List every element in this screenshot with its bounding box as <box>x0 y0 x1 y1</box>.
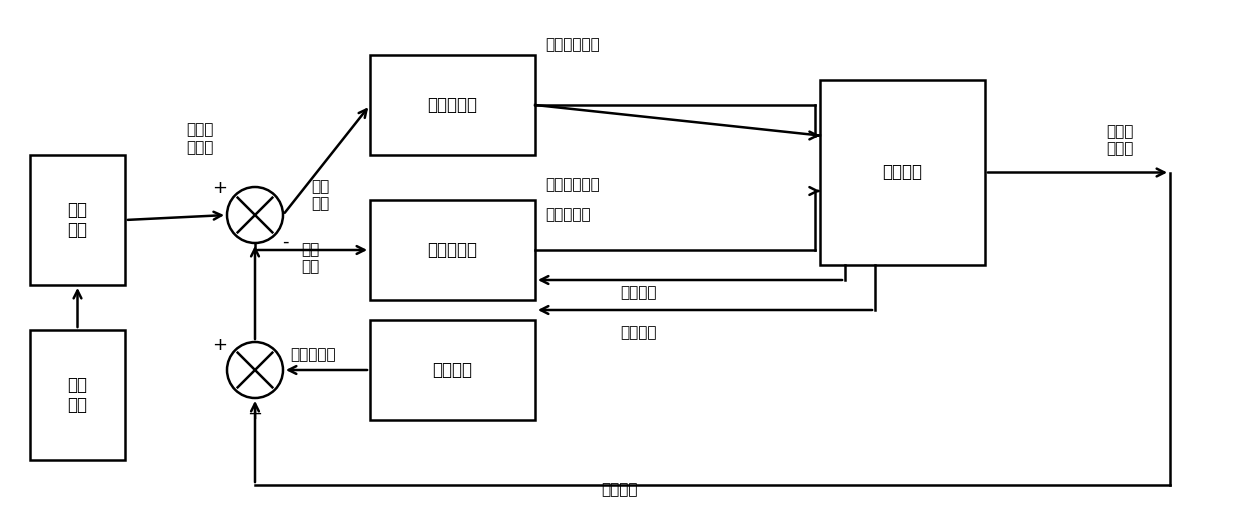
Text: 实时航向: 实时航向 <box>601 482 639 498</box>
Text: +: + <box>212 336 227 354</box>
Circle shape <box>227 187 283 243</box>
Text: -: - <box>281 233 288 251</box>
Text: 方向盘控制量: 方向盘控制量 <box>546 38 600 52</box>
Text: 实际行
驶轨迹: 实际行 驶轨迹 <box>1106 124 1133 156</box>
Text: 目标车辆: 目标车辆 <box>883 163 923 181</box>
FancyBboxPatch shape <box>370 200 534 300</box>
FancyBboxPatch shape <box>370 55 534 155</box>
Text: 期望
轨迹: 期望 轨迹 <box>67 376 88 414</box>
FancyBboxPatch shape <box>370 320 534 420</box>
FancyBboxPatch shape <box>30 155 125 285</box>
Text: +: + <box>212 179 227 197</box>
Text: 驱动目标速度: 驱动目标速度 <box>546 178 600 192</box>
Text: 航向预估量: 航向预估量 <box>290 348 336 363</box>
Text: 航向
偏差: 航向 偏差 <box>311 179 329 211</box>
Text: 制动减速度: 制动减速度 <box>546 208 590 223</box>
Text: 预估模型: 预估模型 <box>433 361 472 379</box>
Text: 期望
速度: 期望 速度 <box>301 242 319 274</box>
Text: 纵向速度: 纵向速度 <box>620 286 656 301</box>
FancyBboxPatch shape <box>30 330 125 460</box>
Text: 预瞄
模型: 预瞄 模型 <box>67 200 88 240</box>
Text: 纵向控制器: 纵向控制器 <box>428 241 477 259</box>
Text: 期望车
轮航向: 期望车 轮航向 <box>186 122 213 155</box>
FancyBboxPatch shape <box>820 80 985 265</box>
Text: +: + <box>248 405 263 423</box>
Text: 前轮偏角: 前轮偏角 <box>620 325 656 340</box>
Circle shape <box>227 342 283 398</box>
Text: 横向控制器: 横向控制器 <box>428 96 477 114</box>
